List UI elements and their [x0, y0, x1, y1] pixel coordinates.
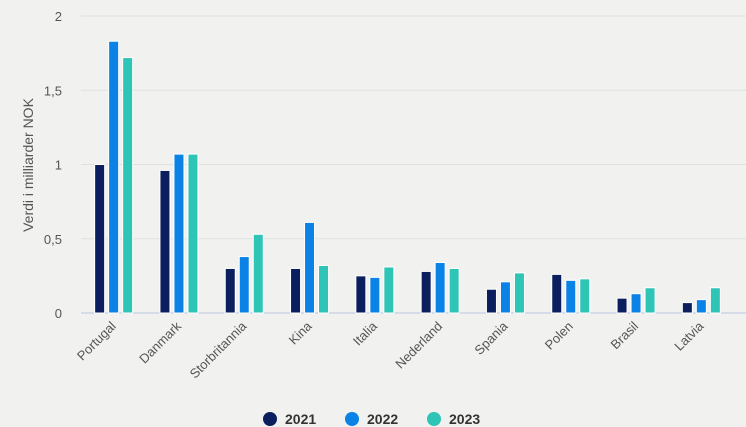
bar-2021-nederland[interactable]	[420, 270, 432, 314]
y-tick-label: 2	[55, 9, 62, 24]
x-tick-label: Brasil	[608, 318, 642, 352]
legend-label: 2021	[285, 411, 317, 427]
bar-2022-storbritannia[interactable]	[238, 256, 250, 314]
bar-2021-latvia[interactable]	[681, 302, 693, 314]
bar-2022-latvia[interactable]	[695, 299, 707, 314]
y-tick-label: 0	[55, 306, 62, 321]
x-tick-label: Danmark	[136, 318, 184, 366]
legend-dot-icon	[427, 412, 441, 426]
legend-item-2022[interactable]: 2022	[345, 411, 427, 427]
x-tick-label: Nederland	[392, 319, 445, 372]
x-tick-label: Italia	[350, 318, 381, 349]
bar-2022-italia[interactable]	[369, 276, 381, 314]
bar-2023-italia[interactable]	[383, 266, 395, 314]
x-tick-label: Portugal	[74, 318, 119, 363]
bar-2021-brasil[interactable]	[616, 297, 628, 314]
legend-label: 2023	[449, 411, 481, 427]
bar-2021-kina[interactable]	[290, 267, 302, 314]
bar-2022-danmark[interactable]	[173, 153, 185, 314]
y-tick-label: 1	[55, 158, 62, 173]
bar-2023-kina[interactable]	[318, 264, 330, 314]
y-tick-label: 0,5	[44, 232, 62, 247]
bar-2023-brasil[interactable]	[644, 287, 656, 314]
bar-2023-portugal[interactable]	[122, 57, 134, 314]
x-tick-label: Kina	[286, 318, 316, 348]
bar-2022-kina[interactable]	[304, 221, 316, 314]
bar-2021-polen[interactable]	[551, 273, 563, 314]
bar-2023-latvia[interactable]	[709, 287, 721, 314]
bar-2022-portugal[interactable]	[108, 40, 120, 314]
legend-item-2021[interactable]: 2021	[263, 411, 345, 427]
bar-2021-spania[interactable]	[485, 288, 497, 314]
legend: 2021 2022 2023	[263, 411, 509, 427]
y-axis-label: Verdi i milliarder NOK	[20, 97, 36, 231]
legend-item-2023[interactable]: 2023	[427, 411, 509, 427]
legend-dot-icon	[263, 412, 277, 426]
bar-2022-nederland[interactable]	[434, 262, 446, 314]
bar-2023-spania[interactable]	[513, 272, 525, 314]
bar-2023-nederland[interactable]	[448, 267, 460, 314]
y-tick-label: 1,5	[44, 83, 62, 98]
bar-2021-portugal[interactable]	[94, 164, 106, 314]
bar-2022-brasil[interactable]	[630, 293, 642, 314]
x-tick-label: Latvia	[671, 318, 707, 354]
legend-dot-icon	[345, 412, 359, 426]
bar-2022-polen[interactable]	[565, 279, 577, 314]
bar-2023-polen[interactable]	[579, 278, 591, 314]
bar-2022-spania[interactable]	[499, 281, 511, 314]
bar-2023-storbritannia[interactable]	[252, 233, 264, 314]
bar-2021-danmark[interactable]	[159, 169, 171, 314]
bar-2021-italia[interactable]	[355, 275, 367, 314]
bar-2021-storbritannia[interactable]	[224, 267, 236, 314]
x-tick-label: Spania	[471, 318, 511, 358]
x-tick-label: Storbritannia	[187, 318, 250, 381]
bar-2023-danmark[interactable]	[187, 153, 199, 314]
x-tick-label: Polen	[542, 319, 576, 353]
legend-label: 2022	[367, 411, 399, 427]
